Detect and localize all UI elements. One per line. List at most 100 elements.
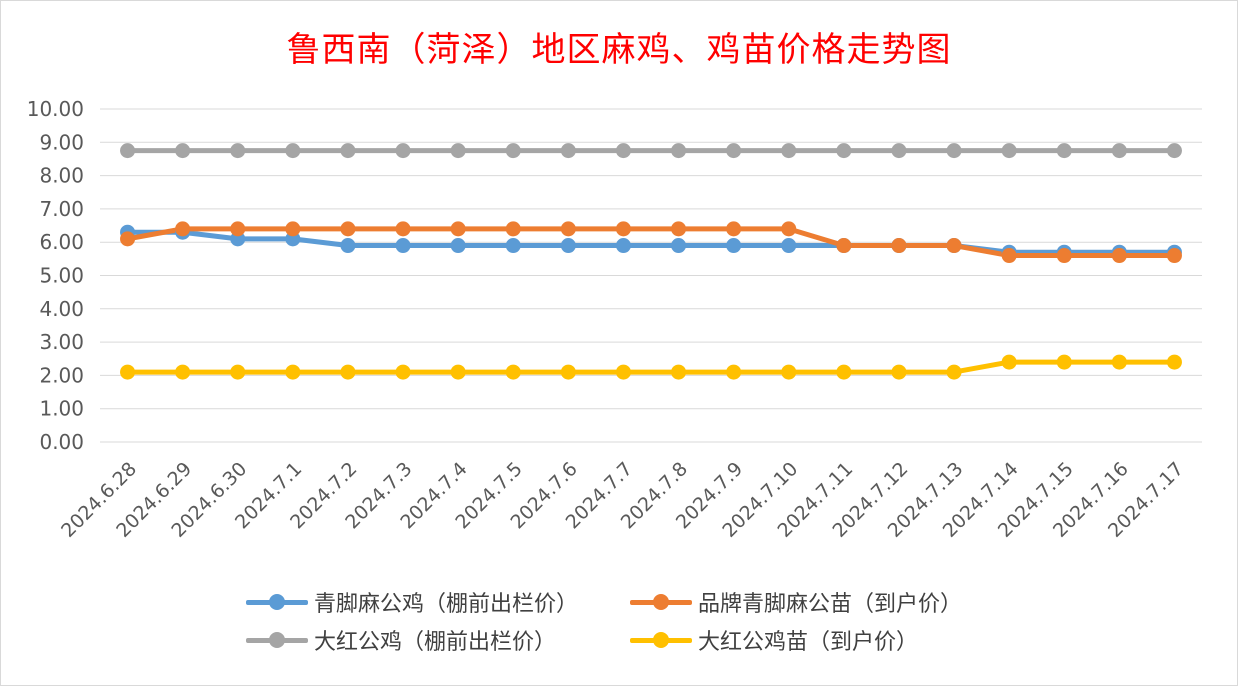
y-tick-label: 3.00 bbox=[39, 330, 84, 354]
data-point bbox=[1056, 248, 1072, 264]
y-tick-label: 7.00 bbox=[39, 197, 84, 221]
data-point bbox=[505, 238, 521, 254]
y-tick-label: 10.00 bbox=[27, 97, 84, 121]
y-tick-label: 0.00 bbox=[39, 430, 84, 454]
data-point bbox=[671, 143, 687, 159]
data-point bbox=[726, 143, 742, 159]
data-point bbox=[230, 143, 246, 159]
data-point bbox=[1056, 354, 1072, 370]
legend-label-blue: 青脚麻公鸡（棚前出栏价） bbox=[314, 592, 579, 617]
data-point bbox=[891, 364, 907, 380]
data-point bbox=[726, 238, 742, 254]
chart-title: 鲁西南（菏泽）地区麻鸡、鸡苗价格走势图 bbox=[286, 30, 952, 70]
data-point bbox=[615, 221, 631, 237]
data-point bbox=[615, 143, 631, 159]
legend-item-gray: 大红公鸡（棚前出栏价） bbox=[246, 622, 556, 658]
data-point bbox=[120, 231, 136, 247]
data-point bbox=[1001, 143, 1017, 159]
data-point bbox=[726, 221, 742, 237]
data-point bbox=[505, 143, 521, 159]
data-point bbox=[836, 143, 852, 159]
data-point bbox=[560, 364, 576, 380]
data-point bbox=[1166, 354, 1182, 370]
y-tick-label: 8.00 bbox=[39, 164, 84, 188]
data-point bbox=[671, 221, 687, 237]
data-point bbox=[450, 221, 466, 237]
legend-swatch-gray bbox=[246, 630, 308, 650]
data-point bbox=[340, 143, 356, 159]
y-tick-label: 9.00 bbox=[39, 130, 84, 154]
data-point bbox=[781, 364, 797, 380]
legend-item-blue: 青脚麻公鸡（棚前出栏价） bbox=[246, 584, 578, 620]
legend-label-yellow: 大红公鸡苗（到户价） bbox=[698, 630, 919, 655]
data-point bbox=[1166, 248, 1182, 264]
data-point bbox=[450, 364, 466, 380]
data-point bbox=[615, 364, 631, 380]
data-point bbox=[1001, 248, 1017, 264]
data-point bbox=[671, 364, 687, 380]
data-point bbox=[175, 364, 191, 380]
data-point bbox=[395, 364, 411, 380]
data-point bbox=[175, 143, 191, 159]
legend-item-yellow: 大红公鸡苗（到户价） bbox=[630, 622, 918, 658]
data-point bbox=[781, 221, 797, 237]
data-point bbox=[450, 143, 466, 159]
legend-swatch-blue bbox=[246, 592, 308, 612]
data-point bbox=[1166, 143, 1182, 159]
data-point bbox=[230, 221, 246, 237]
legend-label-orange: 品牌青脚麻公苗（到户价） bbox=[698, 592, 963, 617]
series-line bbox=[125, 359, 1177, 375]
y-tick-label: 6.00 bbox=[39, 230, 84, 254]
data-point bbox=[340, 238, 356, 254]
data-point bbox=[1111, 354, 1127, 370]
data-point bbox=[285, 364, 301, 380]
legend-swatch-orange bbox=[630, 592, 692, 612]
data-point bbox=[505, 221, 521, 237]
data-point bbox=[285, 221, 301, 237]
data-point bbox=[1111, 248, 1127, 264]
data-point bbox=[340, 221, 356, 237]
legend-row-1: 青脚麻公鸡（棚前出栏价） 品牌青脚麻公苗（到户价） bbox=[0, 584, 1238, 620]
data-point bbox=[175, 221, 191, 237]
data-point bbox=[505, 364, 521, 380]
y-tick-label: 1.00 bbox=[39, 397, 84, 421]
data-point bbox=[560, 143, 576, 159]
legend-swatch-yellow bbox=[630, 630, 692, 650]
data-point bbox=[671, 238, 687, 254]
data-point bbox=[781, 143, 797, 159]
data-point bbox=[891, 143, 907, 159]
data-point bbox=[615, 238, 631, 254]
data-point bbox=[836, 364, 852, 380]
data-point bbox=[120, 143, 136, 159]
data-point bbox=[726, 364, 742, 380]
data-point bbox=[120, 364, 136, 380]
data-point bbox=[781, 238, 797, 254]
data-point bbox=[395, 221, 411, 237]
data-point bbox=[836, 238, 852, 254]
data-point bbox=[1056, 143, 1072, 159]
data-point bbox=[946, 364, 962, 380]
legend-row-2: 大红公鸡（棚前出栏价） 大红公鸡苗（到户价） bbox=[0, 622, 1238, 658]
y-tick-label: 5.00 bbox=[39, 264, 84, 288]
y-tick-label: 2.00 bbox=[39, 363, 84, 387]
legend-label-gray: 大红公鸡（棚前出栏价） bbox=[314, 630, 557, 655]
series-line bbox=[125, 226, 1177, 259]
data-point bbox=[560, 238, 576, 254]
series-line bbox=[125, 229, 1177, 255]
data-point bbox=[946, 238, 962, 254]
data-point bbox=[450, 238, 466, 254]
data-point bbox=[1111, 143, 1127, 159]
data-point bbox=[230, 364, 246, 380]
data-point bbox=[395, 143, 411, 159]
data-point bbox=[285, 143, 301, 159]
data-point bbox=[395, 238, 411, 254]
data-point bbox=[1001, 354, 1017, 370]
y-tick-label: 4.00 bbox=[39, 297, 84, 321]
data-point bbox=[560, 221, 576, 237]
data-point bbox=[340, 364, 356, 380]
data-point bbox=[891, 238, 907, 254]
legend-item-orange: 品牌青脚麻公苗（到户价） bbox=[630, 584, 962, 620]
data-point bbox=[946, 143, 962, 159]
